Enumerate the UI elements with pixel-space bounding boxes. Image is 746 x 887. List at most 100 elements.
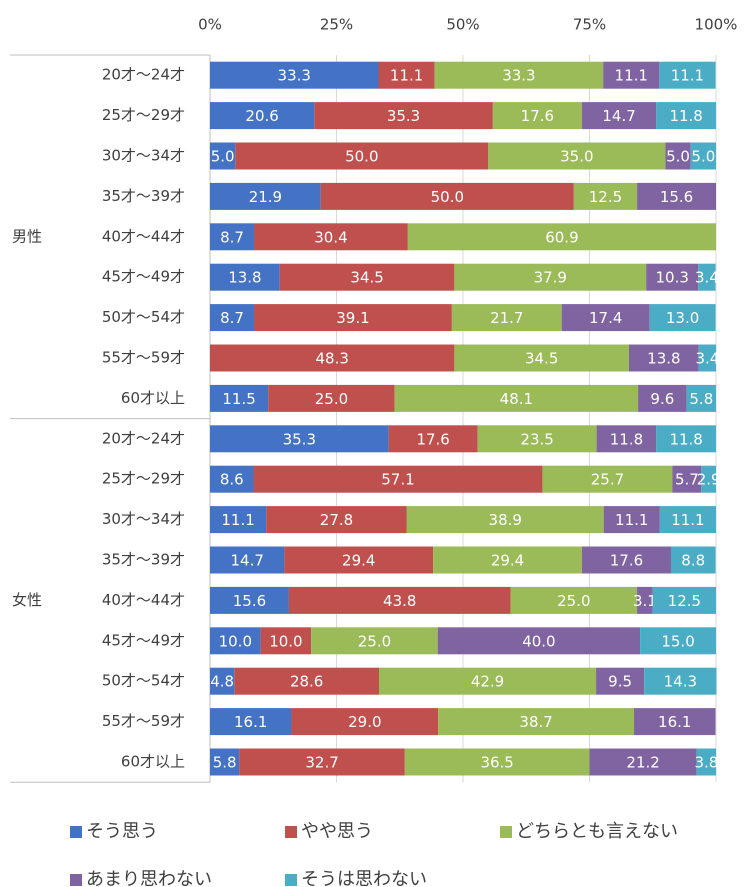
data-label: 12.5 [668,592,701,610]
data-label: 48.1 [500,390,533,408]
data-label: 34.5 [525,350,558,368]
data-label: 32.7 [305,754,338,772]
x-tick-label: 75% [573,16,606,34]
data-label: 43.8 [383,592,416,610]
bar-segment [210,748,240,776]
data-label: 33.3 [278,67,311,85]
bar-segment [210,344,455,372]
data-label: 23.5 [520,430,553,448]
data-label: 14.7 [602,107,635,125]
data-label: 17.6 [521,107,554,125]
data-label: 5.7 [675,471,699,489]
bar-segment [210,708,292,736]
data-label: 36.5 [480,754,513,772]
x-tick-label: 50% [446,16,479,34]
category-label: 35才～39才 [102,187,185,205]
bar-segment [665,142,691,170]
bar-segment [701,465,716,493]
legend-label: やや思う [301,821,373,842]
category-label: 55才～59才 [102,712,185,730]
data-label: 3.4 [695,269,719,287]
x-tick-label: 0% [198,16,222,34]
data-label: 10.0 [219,632,252,650]
bar-segment [388,425,478,453]
data-label: 15.6 [660,188,693,206]
bar-segment [596,425,657,453]
data-label: 25.7 [591,471,624,489]
bar-segment [581,102,657,130]
data-label: 11.5 [222,390,255,408]
data-label: 5.8 [213,754,237,772]
data-label: 11.8 [669,430,702,448]
bar-segment [210,465,254,493]
bar-segment [379,667,597,695]
category-label: 60才以上 [121,753,185,771]
bar-segment [634,708,716,736]
data-label: 27.8 [320,511,353,529]
bar-segment [690,142,716,170]
data-label: 13.8 [647,350,680,368]
data-label: 35.0 [560,148,593,166]
bar-segment [670,546,716,574]
bar-segment [542,465,673,493]
bar-segment [646,263,699,291]
legend-swatch [70,874,82,886]
data-label: 13.8 [228,269,261,287]
bar-segment [279,263,455,291]
bar-segment [268,384,395,412]
bar-segment [407,223,716,251]
bar-segment [686,384,716,412]
data-label: 39.1 [336,309,369,327]
bar-segment [394,384,639,412]
bar-segment [640,627,716,655]
data-label: 3.8 [694,754,718,772]
bar-segment [652,586,716,614]
data-label: 17.6 [416,430,449,448]
data-label: 42.9 [471,673,504,691]
bar-segment [210,384,269,412]
bar-segment [234,667,380,695]
bar-segment [644,667,717,695]
bar-segment [637,586,653,614]
bar-segment [210,223,255,251]
bar-segment [454,344,629,372]
category-label: 25才～29才 [102,106,185,124]
legend-label: どちらとも言えない [516,821,678,842]
data-label: 8.6 [220,471,244,489]
data-label: 3.4 [695,350,719,368]
category-label: 20才～24才 [102,66,185,84]
category-label: 50才～54才 [102,308,185,326]
bar-segment [672,465,702,493]
category-label: 40才～44才 [102,591,185,609]
data-label: 48.3 [315,350,348,368]
category-label: 20才～24才 [102,429,185,447]
bar-segment [320,182,574,210]
data-label: 11.8 [610,430,643,448]
data-label: 28.6 [290,673,323,691]
data-label: 11.1 [615,67,648,85]
legend-label: そうは思わない [301,869,427,887]
bar-segment [638,384,687,412]
bar-segment [656,102,716,130]
data-label: 30.4 [314,228,347,246]
data-label: 57.1 [381,471,414,489]
data-label: 11.1 [615,511,648,529]
data-label: 29.4 [491,552,524,570]
bar-segment [698,344,716,372]
data-label: 16.1 [658,713,691,731]
bar-segment [210,546,285,574]
data-label: 5.8 [689,390,713,408]
bar-segment [404,748,590,776]
data-label: 15.0 [661,632,694,650]
data-label: 29.0 [348,713,381,731]
data-label: 35.3 [283,430,316,448]
bar-segment [561,304,650,332]
bar-segment [210,506,267,534]
bar-segment [492,102,582,130]
data-label: 11.1 [671,511,704,529]
bar-segment [596,667,645,695]
category-label: 30才～34才 [102,147,185,165]
data-label: 17.6 [610,552,643,570]
bar-segment [696,748,716,776]
